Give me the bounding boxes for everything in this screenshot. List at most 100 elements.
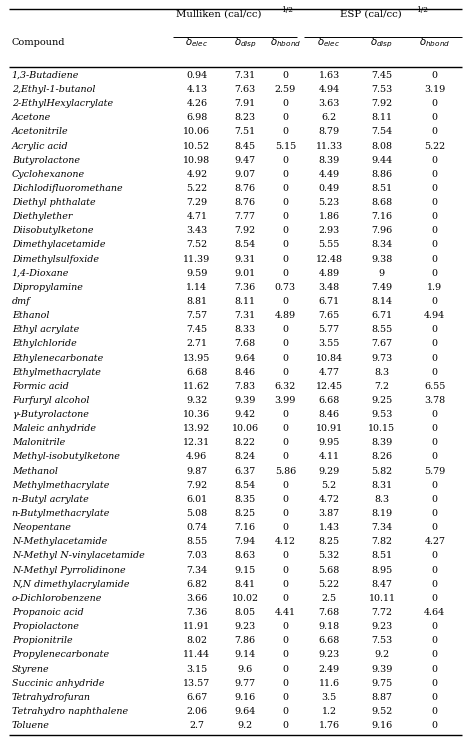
Text: o-Dichlorobenzene: o-Dichlorobenzene (12, 594, 102, 603)
Text: 10.98: 10.98 (183, 156, 210, 165)
Text: 7.82: 7.82 (372, 537, 392, 546)
Text: N,N dimethylacrylamide: N,N dimethylacrylamide (12, 580, 129, 589)
Text: $\delta_\mathit{disp}$: $\delta_\mathit{disp}$ (370, 35, 393, 49)
Text: 0: 0 (432, 354, 438, 363)
Text: 0: 0 (283, 523, 288, 532)
Text: 5.08: 5.08 (186, 509, 208, 518)
Text: 4.71: 4.71 (186, 212, 207, 222)
Text: 8.46: 8.46 (235, 368, 255, 377)
Text: 0: 0 (283, 693, 288, 702)
Text: 0: 0 (432, 113, 438, 122)
Text: 6.71: 6.71 (319, 297, 339, 306)
Text: 5.2: 5.2 (321, 480, 337, 490)
Text: N-Methyl N-vinylacetamide: N-Methyl N-vinylacetamide (12, 551, 145, 560)
Text: 6.71: 6.71 (371, 311, 392, 320)
Text: 1.43: 1.43 (319, 523, 339, 532)
Text: 0: 0 (283, 509, 288, 518)
Text: 8.22: 8.22 (235, 439, 255, 448)
Text: 4.41: 4.41 (275, 608, 296, 617)
Text: 8.25: 8.25 (235, 509, 255, 518)
Text: Propiolactone: Propiolactone (12, 622, 79, 631)
Text: Malonitrile: Malonitrile (12, 439, 65, 448)
Text: 3.63: 3.63 (319, 99, 340, 108)
Text: 8.86: 8.86 (371, 170, 392, 179)
Text: 2,Ethyl-1-butanol: 2,Ethyl-1-butanol (12, 85, 95, 94)
Text: 7.63: 7.63 (235, 85, 256, 94)
Text: 0: 0 (432, 269, 438, 278)
Text: 7.67: 7.67 (371, 339, 392, 348)
Text: 8.35: 8.35 (235, 495, 256, 504)
Text: 9: 9 (379, 269, 385, 278)
Text: 7.68: 7.68 (319, 608, 339, 617)
Text: 0: 0 (283, 128, 288, 137)
Text: 7.53: 7.53 (371, 636, 392, 645)
Text: 9.07: 9.07 (235, 170, 255, 179)
Text: 5.22: 5.22 (424, 142, 446, 151)
Text: Styrene: Styrene (12, 665, 49, 674)
Text: 7.51: 7.51 (235, 128, 255, 137)
Text: 0: 0 (432, 325, 438, 334)
Text: 8.26: 8.26 (371, 453, 392, 462)
Text: 9.32: 9.32 (186, 396, 208, 405)
Text: 6.2: 6.2 (321, 113, 337, 122)
Text: Dichlodifluoromethane: Dichlodifluoromethane (12, 184, 122, 193)
Text: 9.18: 9.18 (319, 622, 339, 631)
Text: N-Methylacetamide: N-Methylacetamide (12, 537, 107, 546)
Text: 9.39: 9.39 (235, 396, 256, 405)
Text: $\delta_\mathit{elec}$: $\delta_\mathit{elec}$ (318, 35, 341, 49)
Text: 0: 0 (283, 212, 288, 222)
Text: 3.48: 3.48 (319, 283, 339, 292)
Text: 4.27: 4.27 (424, 537, 445, 546)
Text: 8.54: 8.54 (235, 240, 255, 249)
Text: Tetrahydro naphthalene: Tetrahydro naphthalene (12, 707, 128, 716)
Text: 10.02: 10.02 (232, 594, 259, 603)
Text: 0: 0 (283, 622, 288, 631)
Text: 0: 0 (283, 226, 288, 235)
Text: 5.23: 5.23 (319, 198, 340, 207)
Text: 7.52: 7.52 (186, 240, 208, 249)
Text: 8.81: 8.81 (186, 297, 207, 306)
Text: 1.76: 1.76 (319, 721, 339, 730)
Text: 0: 0 (432, 580, 438, 589)
Text: 6.67: 6.67 (186, 693, 208, 702)
Text: Cyclohexanone: Cyclohexanone (12, 170, 85, 179)
Text: 3.99: 3.99 (274, 396, 296, 405)
Text: 4.94: 4.94 (319, 85, 339, 94)
Text: 6.01: 6.01 (186, 495, 208, 504)
Text: 0: 0 (432, 565, 438, 574)
Text: 9.2: 9.2 (374, 651, 390, 659)
Text: Ethylmethacrylate: Ethylmethacrylate (12, 368, 100, 377)
Text: 8.11: 8.11 (372, 113, 392, 122)
Text: 0: 0 (283, 580, 288, 589)
Text: Diisobutylketone: Diisobutylketone (12, 226, 93, 235)
Text: 9.6: 9.6 (237, 665, 253, 674)
Text: Dimethylacetamide: Dimethylacetamide (12, 240, 105, 249)
Text: 0: 0 (432, 99, 438, 108)
Text: 7.68: 7.68 (235, 339, 255, 348)
Text: 0: 0 (283, 156, 288, 165)
Text: 0: 0 (283, 480, 288, 490)
Text: 7.72: 7.72 (372, 608, 392, 617)
Text: 12.48: 12.48 (316, 254, 343, 263)
Text: 8.11: 8.11 (235, 297, 255, 306)
Text: 7.16: 7.16 (371, 212, 392, 222)
Text: 3.15: 3.15 (186, 665, 208, 674)
Text: 5.55: 5.55 (319, 240, 340, 249)
Text: 1,4-Dioxane: 1,4-Dioxane (12, 269, 69, 278)
Text: 8.47: 8.47 (372, 580, 392, 589)
Text: 9.23: 9.23 (371, 622, 392, 631)
Text: γ-Butyrolactone: γ-Butyrolactone (12, 410, 89, 419)
Text: 5.82: 5.82 (371, 467, 392, 476)
Text: 0.74: 0.74 (186, 523, 207, 532)
Text: 0: 0 (283, 198, 288, 207)
Text: 0.94: 0.94 (186, 71, 208, 80)
Text: 0: 0 (283, 269, 288, 278)
Text: 10.06: 10.06 (183, 128, 210, 137)
Text: 8.76: 8.76 (235, 184, 255, 193)
Text: Methyl-isobutylketone: Methyl-isobutylketone (12, 453, 119, 462)
Text: 8.19: 8.19 (371, 509, 392, 518)
Text: 0: 0 (432, 636, 438, 645)
Text: 8.87: 8.87 (372, 693, 392, 702)
Text: 0: 0 (432, 439, 438, 448)
Text: 9.64: 9.64 (235, 354, 256, 363)
